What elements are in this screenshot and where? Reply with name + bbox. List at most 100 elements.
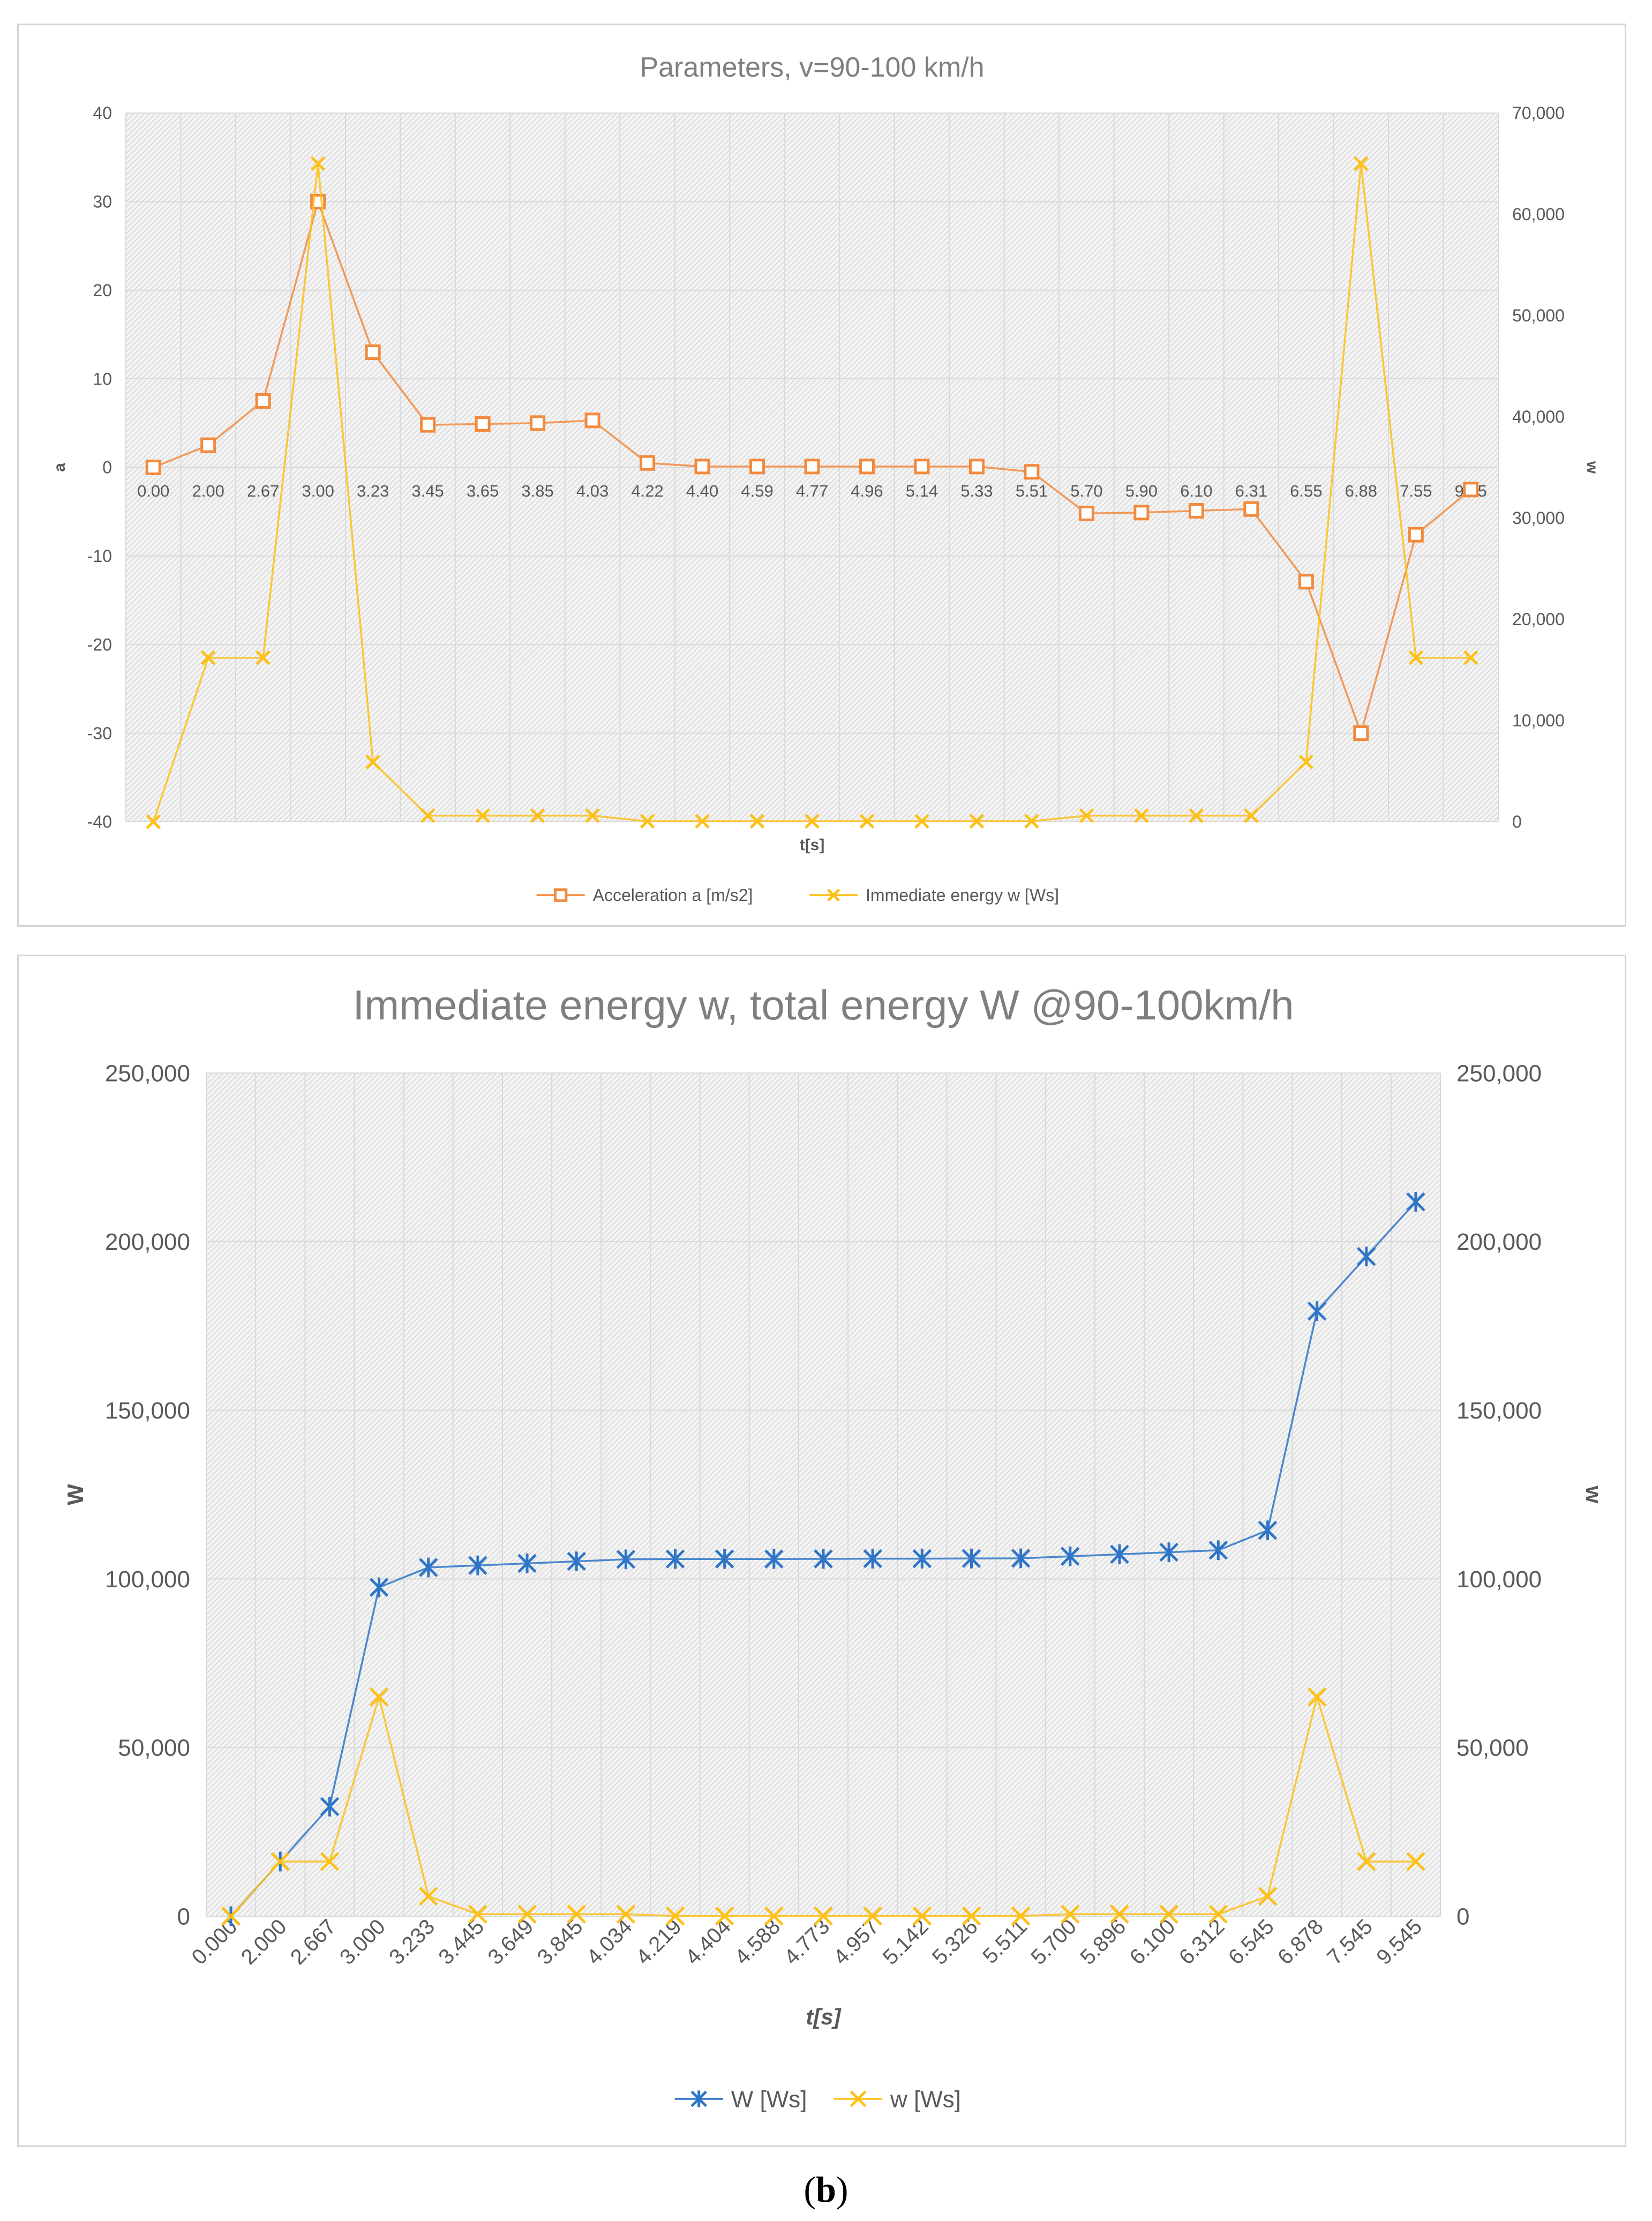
data-point: [859, 814, 875, 829]
data-point: [1406, 1852, 1425, 1871]
x-tick-label: 3.45: [411, 482, 444, 500]
x-tick-label: 3.23: [357, 482, 389, 500]
x-tick-label: 4.957: [829, 1915, 884, 1969]
data-point: [145, 460, 161, 475]
data-point: [271, 1852, 290, 1871]
y2-tick-label: 100,000: [1456, 1566, 1542, 1593]
data-point: [914, 814, 929, 829]
x-tick-label: 2.000: [237, 1915, 291, 1969]
y2-tick-label: 0: [1456, 1903, 1469, 1930]
data-point: [640, 455, 656, 471]
data-point: [1011, 1906, 1031, 1926]
data-point: [665, 1906, 685, 1926]
y2-axis-title: w: [1583, 461, 1601, 474]
x-tick-label: 4.034: [582, 1915, 637, 1969]
data-point: [616, 1904, 636, 1924]
x-tick-label: 0.000: [187, 1915, 242, 1969]
data-point: [255, 393, 271, 409]
caption-letter: b: [816, 2169, 836, 2210]
data-point: [616, 1549, 636, 1570]
data-point: [1408, 527, 1424, 543]
legend-item: w [Ws]: [834, 2086, 961, 2112]
data-point: [814, 1906, 833, 1926]
data-point: [530, 415, 546, 431]
legend-item: Acceleration a [m/s2]: [536, 886, 753, 905]
data-point: [320, 1852, 340, 1871]
chart-panel-bottom: Immediate energy w, total energy W @90-1…: [17, 955, 1626, 2147]
x-tick-label: 6.55: [1290, 482, 1322, 500]
x-tick-label: 5.700: [1026, 1915, 1081, 1969]
x-tick-label: 3.445: [434, 1915, 489, 1969]
series-group: [221, 1192, 1425, 1926]
data-point: [914, 459, 930, 475]
series-group: [221, 1687, 1425, 1926]
x-tick-label: 4.77: [796, 482, 828, 500]
x-tick-label: 5.51: [1016, 482, 1048, 500]
x-tick-label: 3.233: [385, 1915, 439, 1969]
data-point: [694, 459, 710, 475]
data-point: [1408, 650, 1424, 665]
data-point: [468, 1555, 487, 1575]
x-tick-label: 0.00: [137, 482, 169, 500]
data-point: [962, 1548, 981, 1569]
data-point: [695, 814, 710, 829]
data-point: [1079, 808, 1094, 823]
data-point: [320, 1796, 340, 1817]
y-tick-label: 40: [93, 103, 112, 123]
x-tick-label: 3.00: [302, 482, 334, 500]
data-point: [530, 808, 545, 823]
data-point: [369, 1687, 389, 1707]
y-tick-label: 30: [93, 192, 112, 212]
y-axis-title: a: [51, 463, 69, 472]
y-tick-label: -20: [87, 635, 112, 654]
data-point: [863, 1549, 882, 1569]
chart-title: Parameters, v=90-100 km/h: [640, 52, 984, 83]
y2-tick-label: 250,000: [1456, 1060, 1542, 1086]
data-point: [749, 459, 765, 475]
chart-bottom-svg: Immediate energy w, total energy W @90-1…: [63, 981, 1606, 2112]
x-tick-label: 4.22: [631, 482, 663, 500]
y-tick-label: 20: [93, 281, 112, 300]
data-point: [1298, 574, 1314, 590]
data-point: [567, 1904, 586, 1924]
data-point: [804, 459, 820, 475]
data-point: [859, 459, 875, 475]
data-point: [365, 754, 380, 770]
y2-tick-label: 150,000: [1456, 1398, 1542, 1424]
data-point: [912, 1906, 932, 1926]
x-tick-label: 5.33: [960, 482, 993, 500]
x-tick-label: 6.100: [1125, 1915, 1180, 1969]
y-tick-label: 150,000: [105, 1398, 190, 1424]
x-tick-label: 5.326: [928, 1915, 982, 1969]
data-point: [863, 1906, 882, 1926]
data-point: [749, 814, 765, 829]
data-point: [369, 1577, 389, 1597]
y2-tick-label: 10,000: [1512, 711, 1565, 730]
x-tick-label: 6.878: [1273, 1915, 1328, 1969]
y2-tick-label: 50,000: [1512, 306, 1565, 325]
x-tick-label: 5.142: [878, 1915, 933, 1969]
data-point: [1356, 1247, 1376, 1266]
data-point: [1159, 1904, 1178, 1924]
series-group: [146, 156, 1478, 829]
y-tick-label: 100,000: [105, 1566, 190, 1593]
x-tick-label: 4.404: [681, 1915, 735, 1969]
x-tick-label: 6.10: [1180, 482, 1212, 500]
y-tick-label: 0: [177, 1903, 190, 1930]
y-tick-label: 0: [102, 458, 112, 477]
plot-area: [206, 1073, 1440, 1916]
data-point: [1463, 482, 1479, 498]
data-point: [1307, 1301, 1327, 1321]
data-point: [665, 1549, 685, 1569]
legend-item: Immediate energy w [Ws]: [809, 886, 1059, 905]
x-tick-label: 3.65: [467, 482, 499, 500]
series-group: [145, 193, 1479, 741]
data-point: [256, 650, 271, 665]
chart-title: Immediate energy w, total energy W @90-1…: [353, 981, 1294, 1029]
y2-tick-label: 30,000: [1512, 508, 1565, 528]
x-tick-label: 7.55: [1400, 482, 1432, 500]
y2-tick-label: 60,000: [1512, 205, 1565, 224]
x-tick-label: 5.70: [1070, 482, 1102, 500]
legend-item: W [Ws]: [674, 2086, 807, 2112]
data-point: [200, 437, 216, 453]
